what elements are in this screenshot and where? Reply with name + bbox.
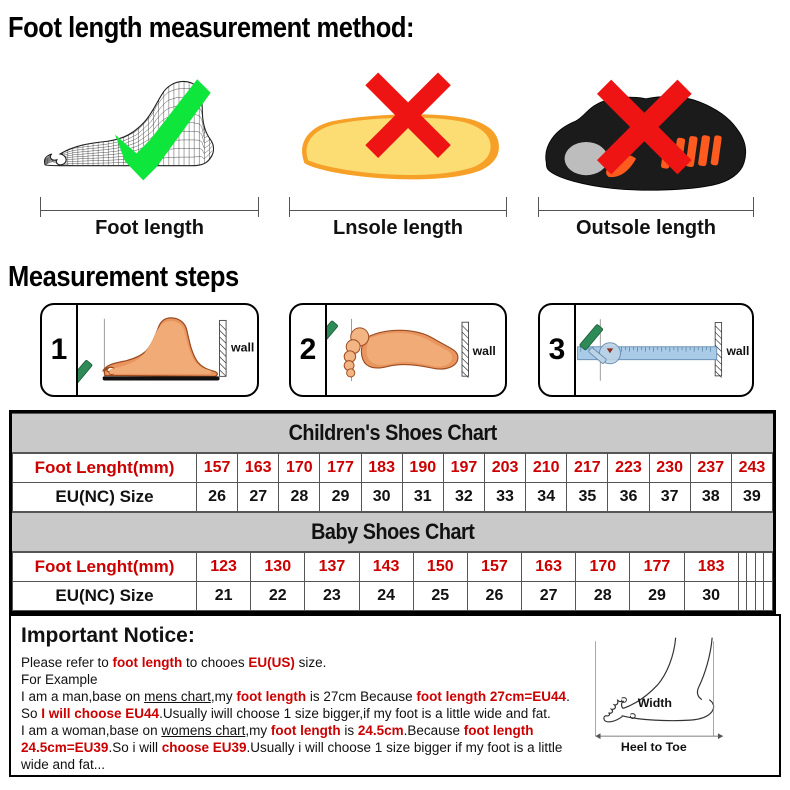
svg-text:wall: wall <box>472 344 496 358</box>
svg-text:Heel to Toe: Heel to Toe <box>621 740 687 754</box>
svg-text:Width: Width <box>638 696 672 710</box>
svg-text:wall: wall <box>725 344 749 358</box>
svg-text:wall: wall <box>230 341 254 355</box>
